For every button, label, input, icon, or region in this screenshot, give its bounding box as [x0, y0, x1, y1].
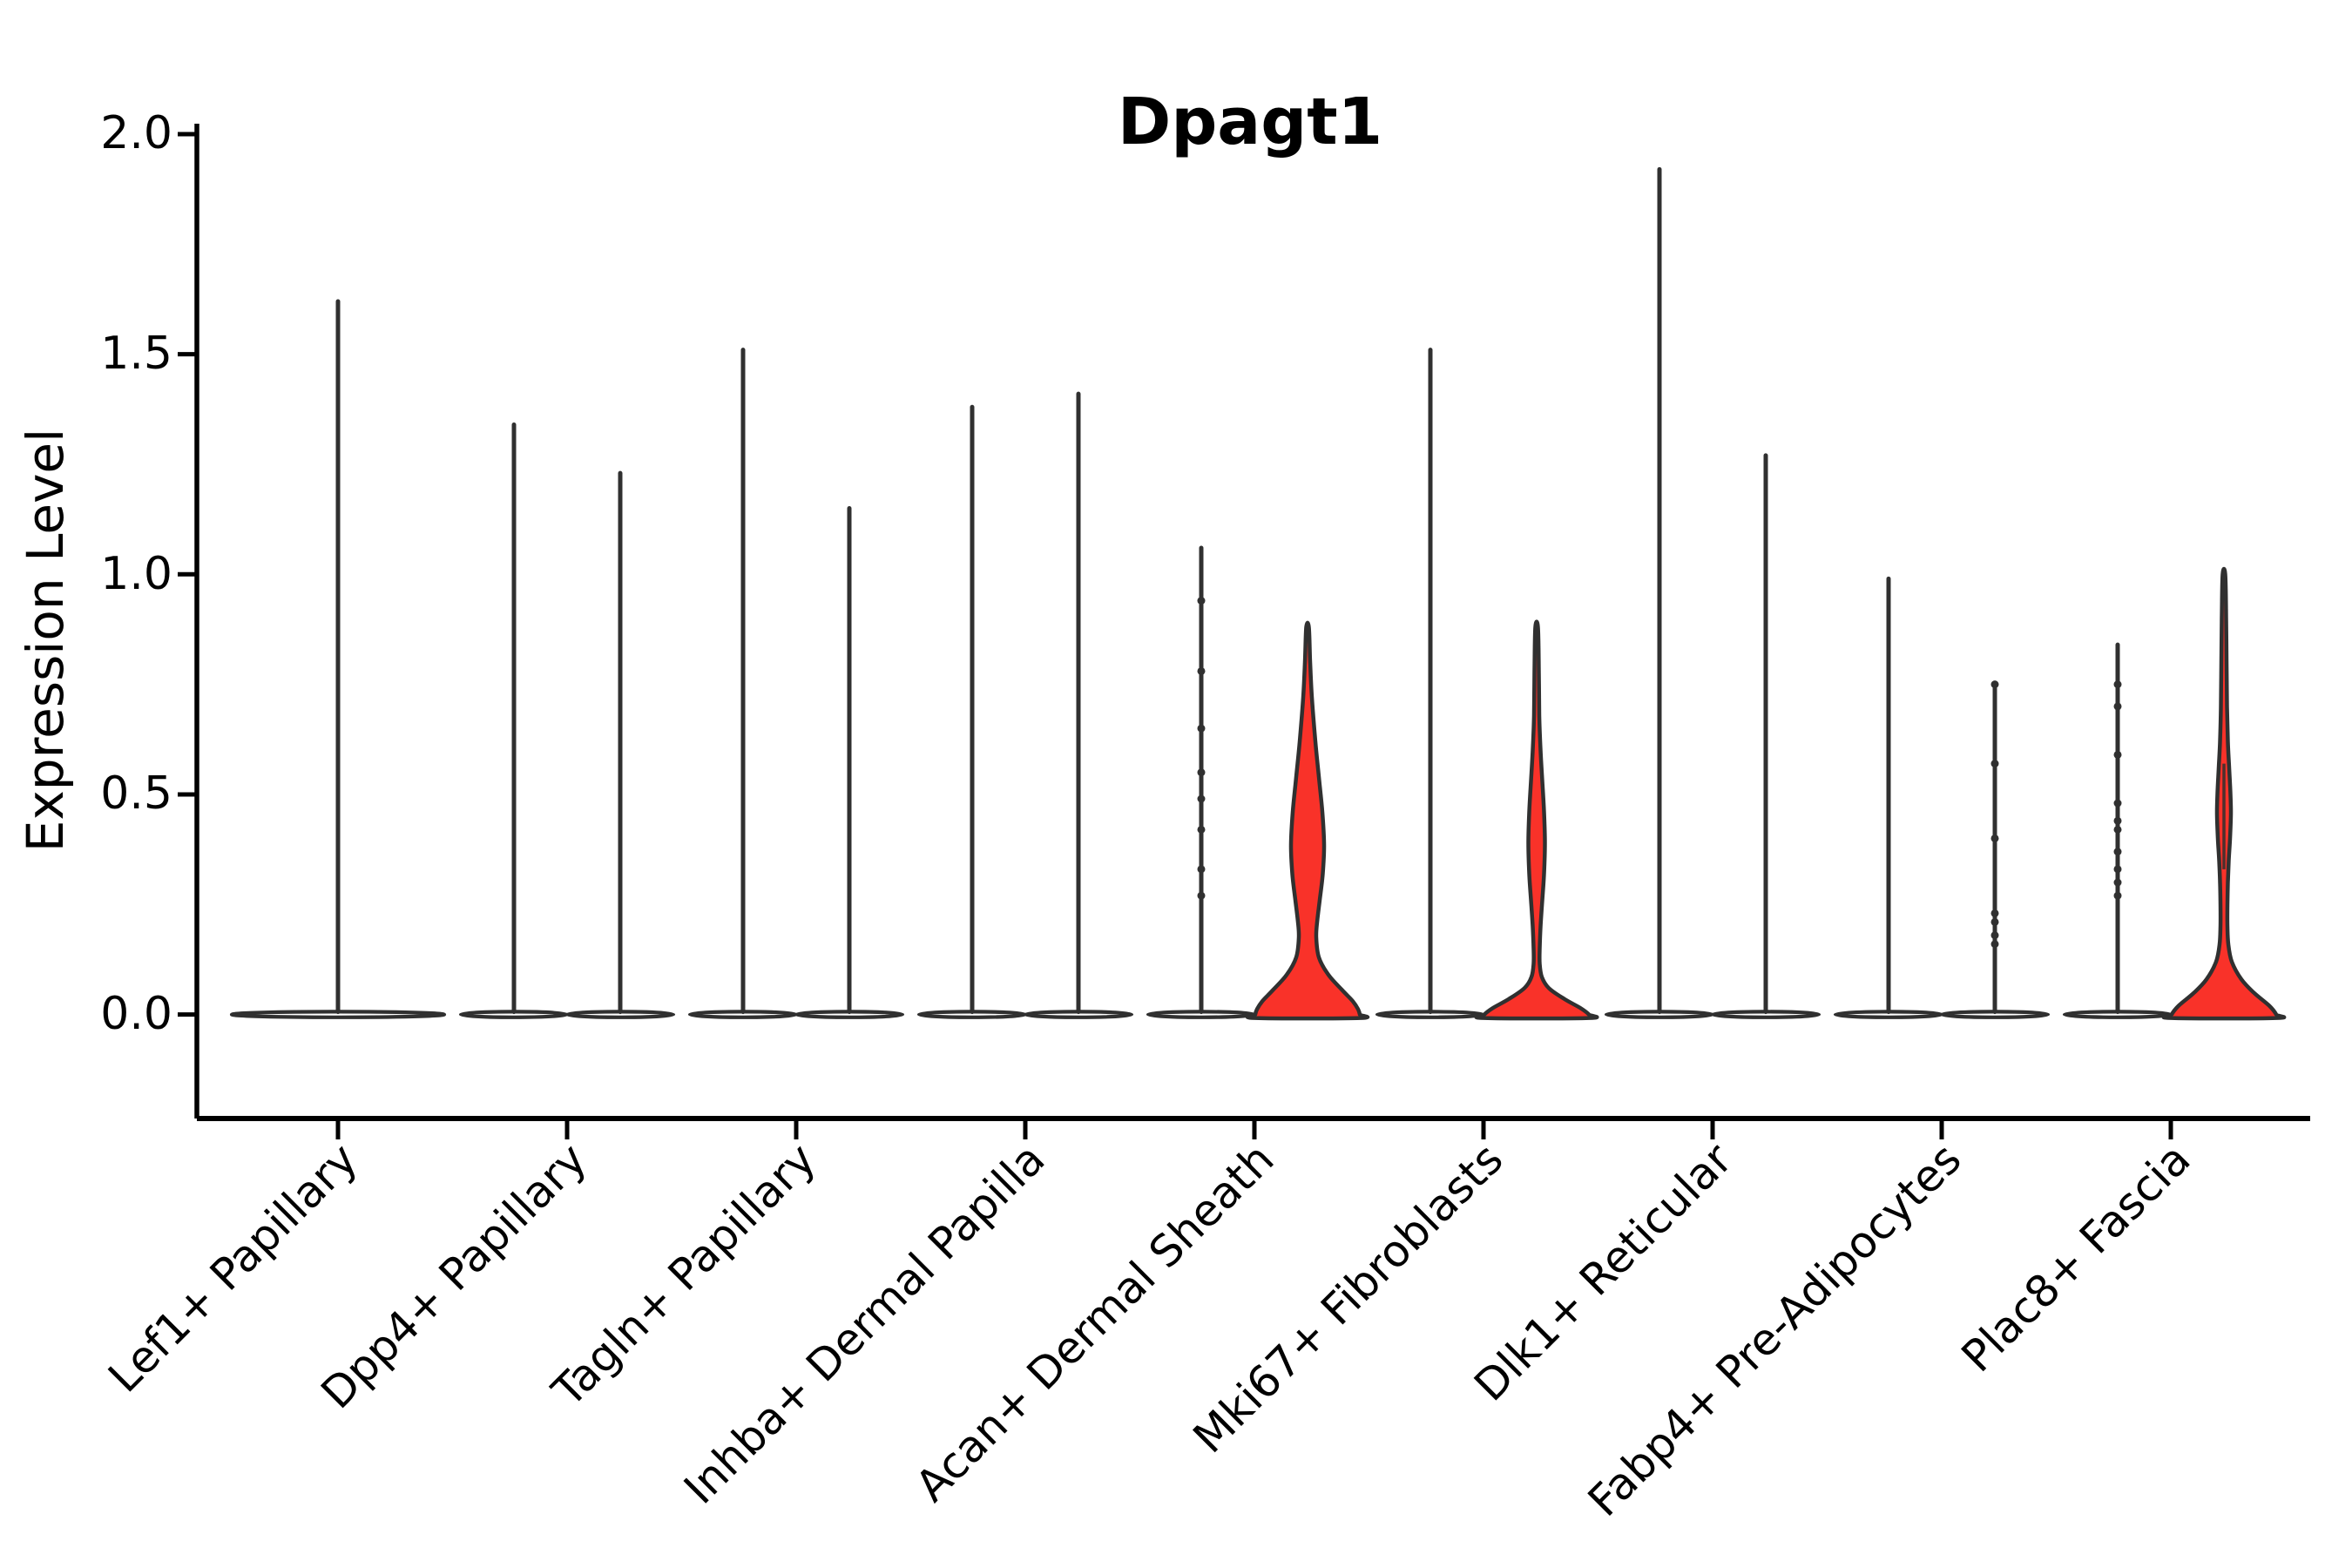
expression-dot — [1197, 891, 1206, 900]
y-tick-label-1.5: 1.5 — [100, 328, 172, 380]
violin-dpp4-papillary-right — [564, 470, 676, 1019]
violin-acan-dermal-sheath-left — [1146, 545, 1257, 1019]
violin-dlk1-reticular-left — [1604, 166, 1715, 1019]
expression-dot — [2113, 680, 2122, 689]
violin-dpp4-papillary-left — [458, 422, 570, 1019]
expression-dot — [2113, 848, 2122, 856]
expression-dot — [2113, 878, 2122, 887]
violin-tagln-papillary-right — [794, 506, 905, 1019]
violin-body — [1245, 620, 1370, 1021]
expression-dot — [1197, 825, 1206, 834]
y-tick-label-0.0: 0.0 — [100, 988, 172, 1040]
violin-body — [1474, 619, 1599, 1021]
violin-inhba-dermal-papilla-right — [1023, 391, 1134, 1019]
expression-dot — [1197, 597, 1206, 605]
expression-dot — [1990, 940, 1999, 949]
tick-marks — [178, 132, 2173, 1139]
y-tick-label-2.0: 2.0 — [100, 107, 172, 159]
x-tick-label-fabp4-pre-adipocytes: Fabp4+ Pre-Adipocytes — [1578, 1133, 1971, 1526]
x-tick-label-lef1-papillary: Lef1+ Papillary — [98, 1133, 367, 1402]
violin-dlk1-reticular-right — [1710, 453, 1821, 1019]
expression-dot — [1990, 909, 1999, 917]
violin-plac8-fascia-right — [2161, 566, 2287, 1021]
expression-dot — [1197, 666, 1206, 675]
expression-dot — [1197, 794, 1206, 803]
expression-dot — [1197, 865, 1206, 874]
violin-fabp4-pre-adipocytes-left — [1833, 576, 1944, 1019]
violin-mki67-fibroblasts-left — [1375, 348, 1486, 1019]
expression-dot — [2113, 825, 2122, 834]
expression-dot — [1990, 931, 1999, 940]
expression-dot — [1990, 834, 1999, 842]
violins-layer — [229, 166, 2287, 1021]
y-tick-label-1.0: 1.0 — [100, 548, 172, 600]
violin-plac8-fascia-left — [2062, 642, 2173, 1019]
violin-inhba-dermal-papilla-left — [916, 404, 1028, 1019]
expression-dot — [2113, 816, 2122, 825]
violin-acan-dermal-sheath-right — [1245, 620, 1370, 1021]
expression-dot — [2113, 865, 2122, 874]
expression-dot — [1197, 724, 1206, 733]
violin-mki67-fibroblasts-right — [1474, 619, 1599, 1021]
expression-dot — [2113, 891, 2122, 900]
y-tick-label-0.5: 0.5 — [100, 767, 172, 820]
violin-lef1-papillary-center — [229, 299, 447, 1019]
violin-tagln-papillary-left — [687, 348, 799, 1019]
x-tick-labels: Lef1+ Papillary Dpp4+ Papillary Tagln+ P… — [98, 1133, 2200, 1526]
expression-dot — [2113, 702, 2122, 711]
expression-dot — [1990, 760, 1999, 768]
violin-fabp4-pre-adipocytes-right — [1939, 680, 2051, 1019]
y-axis-label: Expression Level — [16, 429, 75, 852]
chart-title: Dpagt1 — [1118, 84, 1382, 159]
x-tick-label-plac8-fascia: Plac8+ Fascia — [1952, 1133, 2200, 1382]
expression-dot — [1197, 768, 1206, 777]
expression-dot — [1990, 917, 1999, 926]
expression-dot — [2113, 750, 2122, 759]
expression-dot — [1990, 680, 1999, 689]
expression-dot — [2113, 799, 2122, 808]
